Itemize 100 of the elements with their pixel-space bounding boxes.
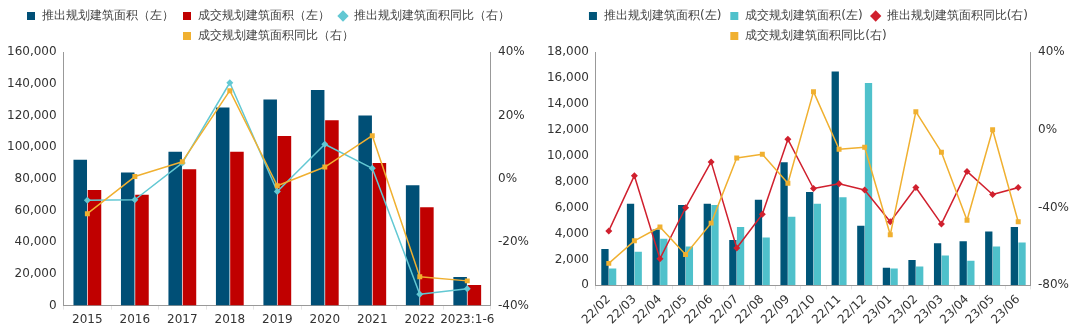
bar — [754, 199, 763, 286]
bar — [985, 231, 993, 286]
y-tick-label: 120,000 — [7, 107, 57, 122]
point — [83, 196, 91, 204]
y-tick-label: 0 — [581, 277, 589, 292]
bar — [780, 162, 788, 286]
bar — [634, 251, 642, 286]
bar — [277, 136, 292, 306]
y2-tick-label: 40% — [498, 44, 525, 59]
bar — [120, 172, 135, 306]
point — [990, 127, 996, 133]
bar — [967, 260, 975, 286]
point — [322, 164, 328, 170]
point — [227, 88, 233, 94]
point — [321, 140, 329, 148]
point — [862, 144, 868, 150]
legend-label: 推出规划建筑面积（左） — [42, 8, 174, 23]
bar — [890, 268, 898, 286]
bar — [601, 249, 609, 286]
point — [707, 158, 715, 166]
bar — [626, 203, 635, 286]
legend-label: 成交规划建筑面积同比（右） — [198, 28, 354, 43]
x-tick-label: 2015 — [72, 311, 103, 326]
point — [417, 274, 423, 280]
point — [836, 146, 842, 152]
point — [759, 151, 765, 157]
y-tick-label: 10,000 — [546, 147, 589, 162]
y-tick-label: 60,000 — [14, 202, 57, 217]
point — [416, 290, 424, 298]
point — [809, 185, 817, 193]
point — [656, 255, 664, 263]
point — [631, 238, 637, 244]
point — [369, 133, 375, 139]
point — [606, 260, 612, 266]
bar — [73, 159, 88, 306]
point — [811, 89, 816, 95]
point — [733, 244, 741, 252]
bar — [762, 237, 770, 286]
bar — [182, 169, 197, 306]
point — [708, 220, 714, 226]
y-tick-label: 20,000 — [14, 266, 57, 281]
bar — [325, 120, 339, 306]
x-tick-label: 2016 — [119, 311, 151, 326]
bar — [813, 203, 821, 286]
point — [989, 191, 997, 199]
point — [912, 184, 920, 192]
x-tick-label: 2018 — [214, 311, 246, 326]
point — [835, 180, 843, 188]
point — [785, 180, 791, 186]
y2-tick-label: 20% — [498, 107, 525, 122]
x-tick-label: 2017 — [167, 311, 198, 326]
y-tick-label: 160,000 — [7, 44, 57, 59]
bar — [839, 197, 847, 286]
y-tick-label: 140,000 — [7, 75, 57, 90]
y2-tick-label: 40% — [1038, 44, 1065, 59]
bar — [372, 162, 387, 306]
bar — [703, 203, 711, 286]
bar — [857, 225, 865, 286]
legend-label: 成交规划建筑面积(左) — [745, 8, 863, 23]
point — [887, 232, 893, 238]
bar — [882, 267, 891, 286]
bar — [310, 90, 325, 306]
bar — [959, 241, 967, 286]
bar — [1018, 242, 1026, 286]
y2-tick-label: -40% — [498, 297, 530, 312]
point — [963, 167, 971, 175]
bar — [215, 107, 230, 306]
point — [368, 164, 376, 172]
legend-label: 推出规划建筑面积(左) — [603, 8, 722, 23]
bar — [230, 151, 244, 306]
point — [274, 183, 280, 189]
bar — [992, 246, 1001, 286]
point — [605, 227, 613, 235]
point — [784, 135, 792, 143]
y-tick-label: 80,000 — [14, 170, 57, 185]
y2-tick-label: 0% — [498, 170, 518, 185]
x-tick-label: 2021 — [357, 311, 388, 326]
bar — [168, 151, 182, 306]
bar — [941, 255, 949, 286]
y-tick-label: 40,000 — [14, 234, 57, 249]
point — [1015, 219, 1021, 225]
legend-label: 成交规划建筑面积同比(右) — [745, 28, 887, 43]
point — [226, 79, 234, 87]
point — [758, 210, 766, 218]
point — [913, 109, 919, 115]
legend-label: 成交规划建筑面积（左） — [198, 8, 330, 23]
y-tick-label: 0 — [48, 297, 57, 312]
point — [964, 217, 970, 223]
point — [463, 285, 471, 293]
bar — [608, 268, 617, 286]
bar — [908, 260, 916, 286]
bar — [788, 216, 796, 286]
point — [131, 196, 139, 204]
y-tick-label: 4,000 — [554, 225, 589, 240]
y2-tick-label: -20% — [498, 234, 530, 249]
y-tick-label: 2,000 — [554, 251, 589, 266]
point — [464, 278, 470, 284]
point — [132, 174, 138, 180]
bar — [358, 115, 372, 306]
y2-tick-label: -40% — [1038, 199, 1070, 214]
